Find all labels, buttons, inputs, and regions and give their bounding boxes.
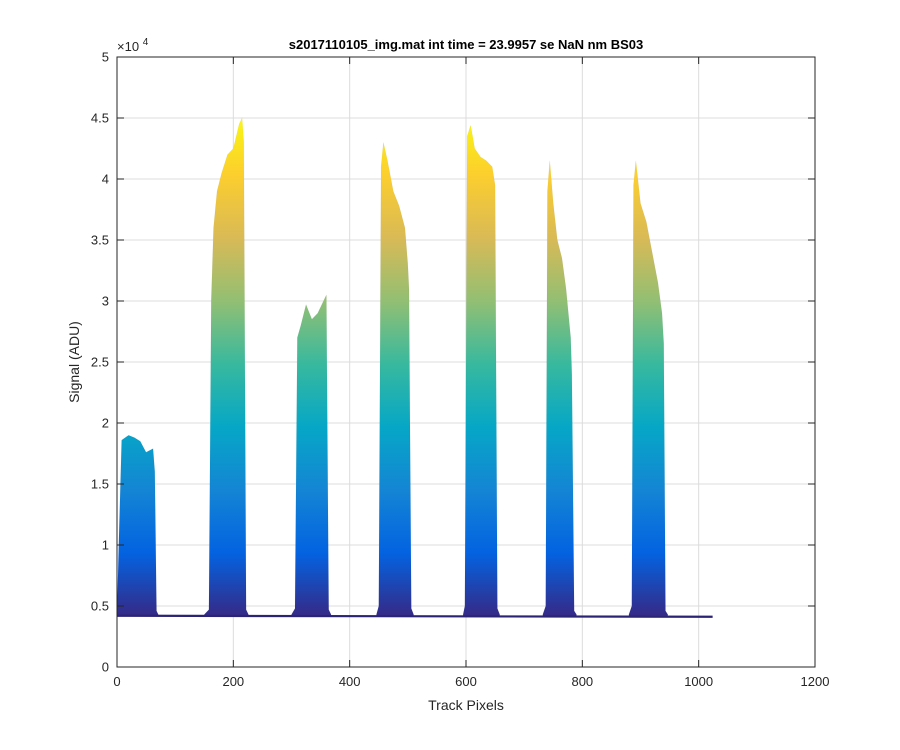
y-exponent-label: ×10 4 [117,37,149,54]
x-tick-label: 600 [455,674,477,689]
signal-band-edge-2 [204,116,249,615]
y-tick-label: 0.5 [91,599,109,614]
y-tick-label: 5 [102,50,109,65]
signal-band-6 [542,160,577,616]
x-tick-label: 800 [571,674,593,689]
y-exponent-base: ×10 [117,39,139,54]
signal-band-edge-7 [628,160,669,615]
x-axis-label: Track Pixels [428,697,504,713]
x-tick-label: 400 [339,674,361,689]
signal-band-1 [117,435,159,616]
y-tick-label: 1.5 [91,477,109,492]
signal-band-5 [463,125,500,616]
signal-band-2 [204,118,249,616]
y-tick-label: 4 [102,172,109,187]
y-tick-label: 2.5 [91,355,109,370]
y-tick-label: 4.5 [91,111,109,126]
axes [116,56,816,668]
y-tick-label: 2 [102,416,109,431]
x-tick-label: 1000 [684,674,713,689]
tick-labels: 0 200 400 600 800 1000 1200 0 0.5 1 1.5 2 2.5 3 3.5 4 4.… [91,50,830,690]
y-tick-label: 1 [102,538,109,553]
x-tick-label: 200 [222,674,244,689]
x-tick-label: 0 [113,674,120,689]
signal-band-edge-3 [291,294,332,615]
signal-band-edge-5 [462,125,501,615]
y-tick-label: 3.5 [91,233,109,248]
y-tick-label: 0 [102,660,109,675]
signal-band-edge-6 [542,160,577,615]
signal-band-7 [628,160,668,616]
chart-title: s2017110105_img.mat int time = 23.9957 s… [289,37,643,52]
y-tick-label: 3 [102,294,109,309]
series-layer [116,116,713,618]
x-tick-label: 1200 [801,674,830,689]
signal-band-edge-1 [116,434,160,616]
baseline-line [116,614,713,618]
y-exponent-power: 4 [143,37,149,48]
y-axis-label: Signal (ADU) [66,321,82,403]
signal-band-4 [376,142,414,616]
signal-band-3 [291,294,332,616]
signal-band-edge-4 [376,142,414,615]
